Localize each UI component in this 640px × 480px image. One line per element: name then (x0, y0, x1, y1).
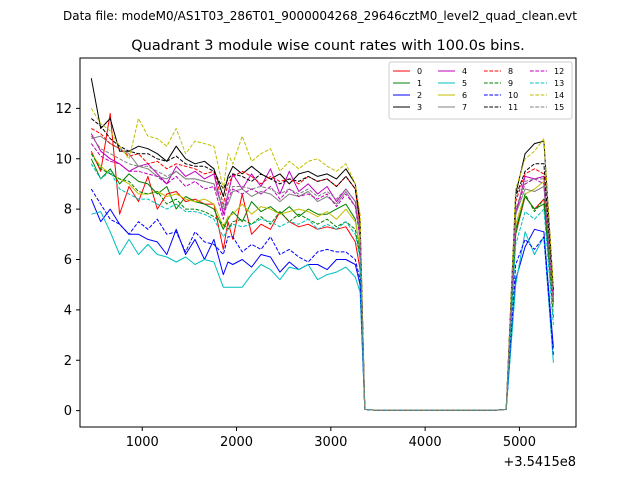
legend-label-2: 2 (417, 91, 422, 100)
y-tick-label: 12 (55, 102, 72, 117)
legend-label-4: 4 (462, 67, 467, 76)
y-tick-label: 0 (64, 404, 72, 419)
x-tick-label: 5000 (503, 435, 536, 450)
legend-label-5: 5 (462, 79, 467, 88)
series-lines (90, 78, 554, 411)
legend-label-3: 3 (417, 103, 422, 112)
x-tick-label: 1000 (126, 435, 159, 450)
legend-label-1: 1 (417, 79, 422, 88)
y-tick-label: 6 (64, 253, 72, 268)
legend-label-11: 11 (508, 103, 518, 112)
y-axis: 0 2 4 6 8 10 12 (55, 102, 80, 419)
legend-label-0: 0 (417, 67, 422, 76)
legend-label-7: 7 (462, 103, 467, 112)
series-line-15 (90, 135, 554, 411)
legend-label-15: 15 (554, 103, 564, 112)
legend-label-9: 9 (508, 79, 513, 88)
header-text: Data file: modeM0/AS1T03_286T01_90000042… (63, 9, 577, 23)
y-tick-label: 2 (64, 354, 72, 369)
x-tick-label: 4000 (409, 435, 442, 450)
legend-label-13: 13 (554, 79, 564, 88)
x-tick-label: 3000 (314, 435, 347, 450)
x-axis: 1000 2000 3000 4000 5000 (126, 427, 536, 450)
y-tick-label: 10 (55, 152, 72, 167)
y-tick-label: 8 (64, 203, 72, 218)
x-tick-label: 2000 (220, 435, 253, 450)
chart-title: Quadrant 3 module wise count rates with … (131, 38, 525, 54)
legend-label-10: 10 (508, 91, 518, 100)
legend-label-8: 8 (508, 67, 513, 76)
series-line-13 (90, 163, 554, 411)
x-offset-text: +3.5415e8 (503, 455, 576, 470)
legend-label-6: 6 (462, 91, 467, 100)
legend-label-12: 12 (554, 67, 564, 76)
legend-frame (388, 61, 573, 120)
plot-frame (79, 57, 577, 428)
legend-label-14: 14 (554, 91, 564, 100)
y-tick-label: 4 (64, 303, 72, 318)
